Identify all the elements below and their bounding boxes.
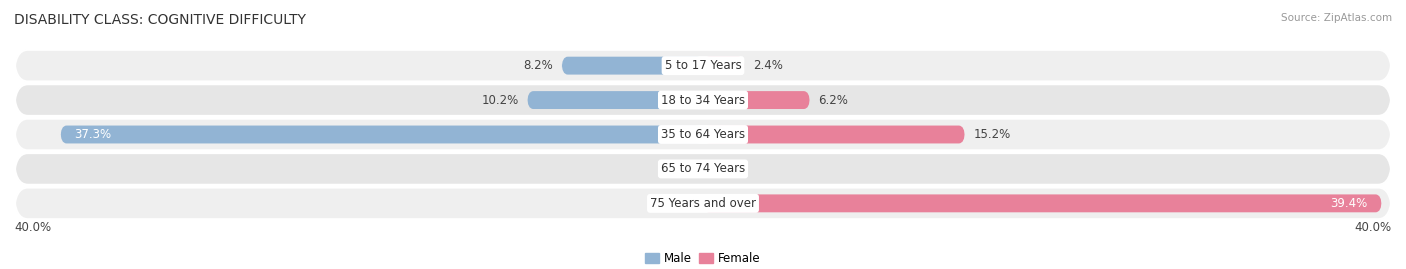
Text: 35 to 64 Years: 35 to 64 Years [661,128,745,141]
Text: 75 Years and over: 75 Years and over [650,197,756,210]
Text: 39.4%: 39.4% [1330,197,1368,210]
Text: 18 to 34 Years: 18 to 34 Years [661,94,745,107]
FancyBboxPatch shape [14,119,1392,150]
Text: 0.0%: 0.0% [665,162,695,175]
Text: 37.3%: 37.3% [75,128,111,141]
FancyBboxPatch shape [14,84,1392,116]
Text: 8.2%: 8.2% [523,59,553,72]
Text: 10.2%: 10.2% [481,94,519,107]
Text: DISABILITY CLASS: COGNITIVE DIFFICULTY: DISABILITY CLASS: COGNITIVE DIFFICULTY [14,13,307,27]
FancyBboxPatch shape [703,126,965,143]
FancyBboxPatch shape [703,194,1382,212]
Text: 5 to 17 Years: 5 to 17 Years [665,59,741,72]
Text: 2.4%: 2.4% [754,59,783,72]
Text: Source: ZipAtlas.com: Source: ZipAtlas.com [1281,13,1392,23]
Text: 0.0%: 0.0% [665,197,695,210]
FancyBboxPatch shape [562,57,703,75]
FancyBboxPatch shape [527,91,703,109]
FancyBboxPatch shape [703,91,810,109]
Text: 0.0%: 0.0% [711,162,741,175]
FancyBboxPatch shape [14,153,1392,185]
FancyBboxPatch shape [703,57,744,75]
Text: 65 to 74 Years: 65 to 74 Years [661,162,745,175]
Text: 40.0%: 40.0% [14,221,51,233]
FancyBboxPatch shape [60,126,703,143]
FancyBboxPatch shape [14,50,1392,82]
Legend: Male, Female: Male, Female [641,247,765,269]
Text: 15.2%: 15.2% [973,128,1011,141]
Text: 40.0%: 40.0% [1355,221,1392,233]
FancyBboxPatch shape [14,187,1392,219]
Text: 6.2%: 6.2% [818,94,848,107]
